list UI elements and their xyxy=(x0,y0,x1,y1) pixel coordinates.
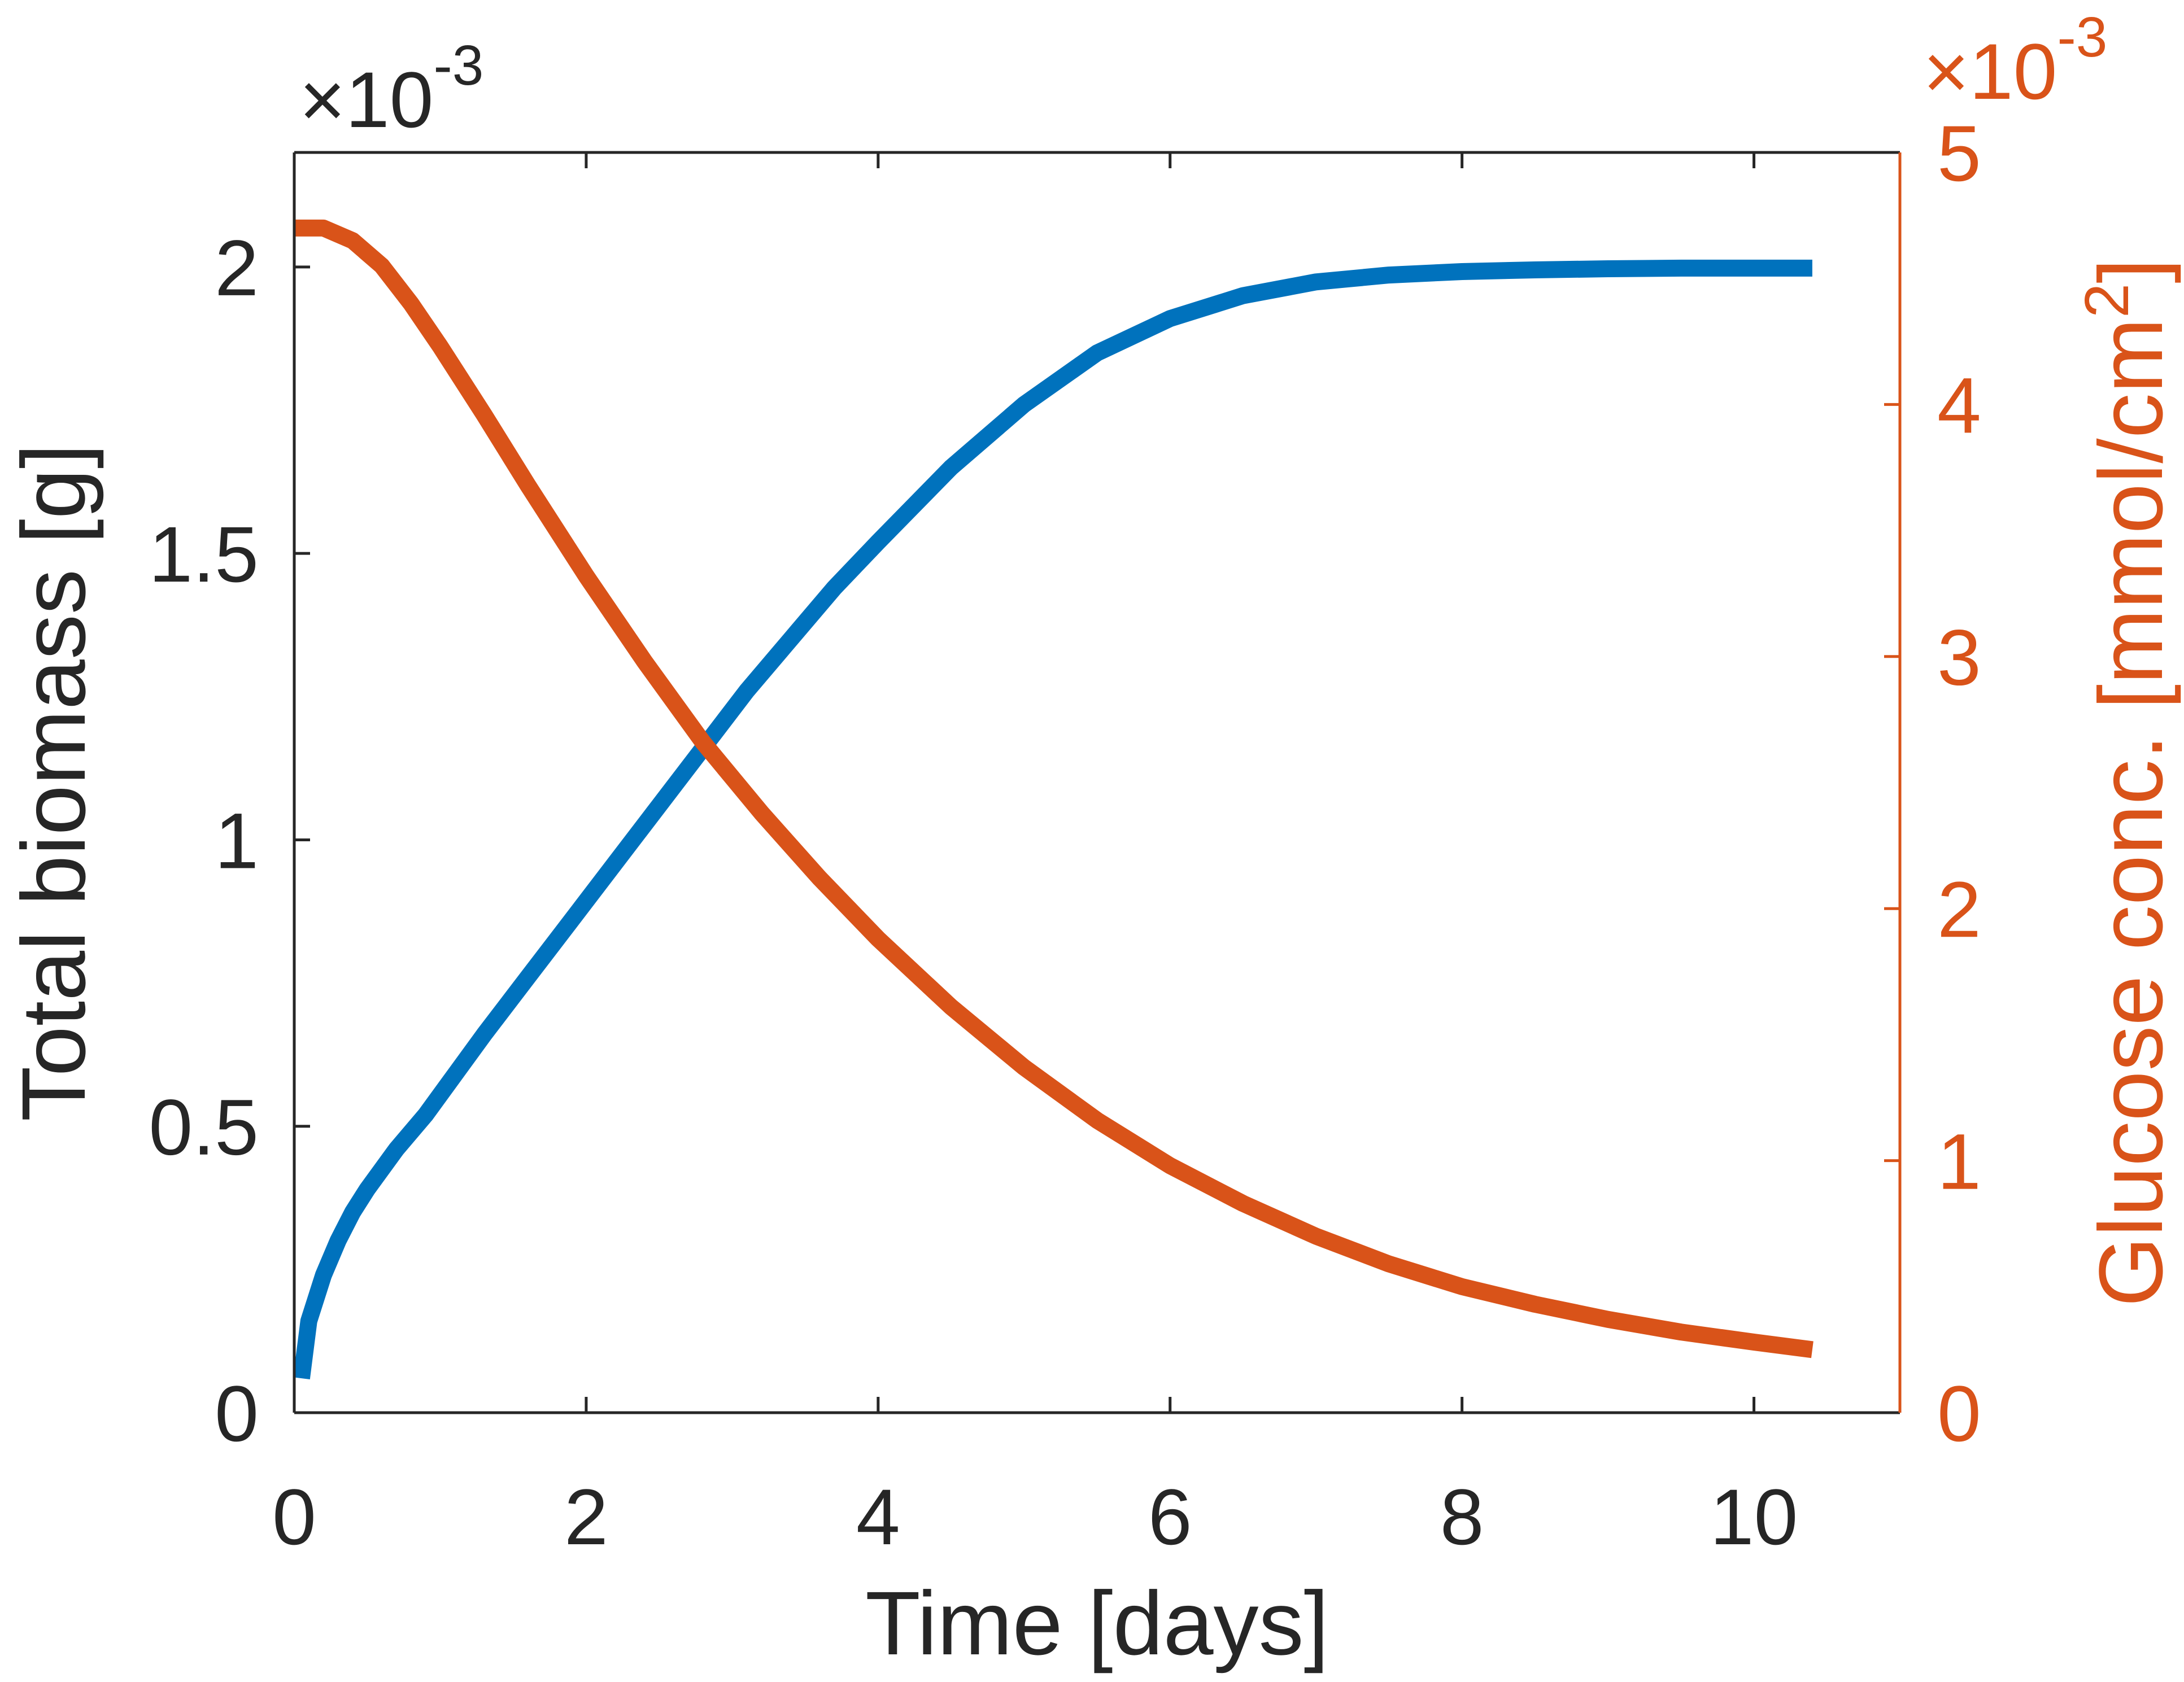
y-right-axis-label-sup: 2 xyxy=(2072,283,2142,318)
y-right-multiplier: ×10-3 xyxy=(1923,6,2107,116)
plot-background xyxy=(294,152,1900,1413)
y-right-tick-label: 1 xyxy=(1937,1117,1981,1206)
y-left-multiplier-base: ×10 xyxy=(299,55,433,144)
y-right-multiplier-exp: -3 xyxy=(2057,6,2107,69)
y-right-multiplier-base: ×10 xyxy=(1923,27,2057,116)
x-tick-label: 6 xyxy=(1148,1473,1192,1561)
y-left-tick-label: 2 xyxy=(215,224,259,312)
y-right-tick-label: 0 xyxy=(1937,1369,1981,1458)
biomass-series-line xyxy=(293,259,1812,1379)
x-tick-label: 0 xyxy=(272,1473,316,1561)
y-left-tick-label: 1 xyxy=(215,796,259,885)
y-left-tick-label: 0.5 xyxy=(149,1083,259,1172)
y-right-axis-label: Glucose conc. [mmol/cm2] xyxy=(2072,258,2181,1307)
y-left-tick-label: 1.5 xyxy=(149,510,259,598)
y-right-tick-label: 2 xyxy=(1937,865,1981,954)
labels-layer: 0 2 4 6 8 10 0 0.5 1 1.5 2 0 1 2 3 4 5 Time [days] Total b… xyxy=(3,6,2181,1674)
y-right-tick-label: 3 xyxy=(1937,613,1981,702)
y-left-multiplier-exp: -3 xyxy=(433,34,483,97)
x-tick-label: 10 xyxy=(1710,1473,1798,1561)
glucose-series-line xyxy=(294,219,1814,1358)
y-left-axis-label: Total biomass [g] xyxy=(3,444,104,1122)
x-tick-label: 8 xyxy=(1440,1473,1484,1561)
y-right-tick-label: 5 xyxy=(1937,109,1981,198)
y-right-tick-label: 4 xyxy=(1937,361,1981,449)
y-right-axis-label-text: Glucose conc. [mmol/cm xyxy=(2080,318,2181,1307)
series-layer xyxy=(293,219,1814,1379)
y-right-axis-label-close: ] xyxy=(2080,258,2181,283)
y-left-tick-label: 0 xyxy=(215,1369,259,1458)
x-tick-label: 2 xyxy=(564,1473,608,1561)
axes-layer xyxy=(293,151,1902,1414)
x-axis-label: Time [days] xyxy=(865,1572,1329,1674)
x-tick-label: 4 xyxy=(856,1473,900,1561)
y-left-multiplier: ×10-3 xyxy=(299,34,483,144)
